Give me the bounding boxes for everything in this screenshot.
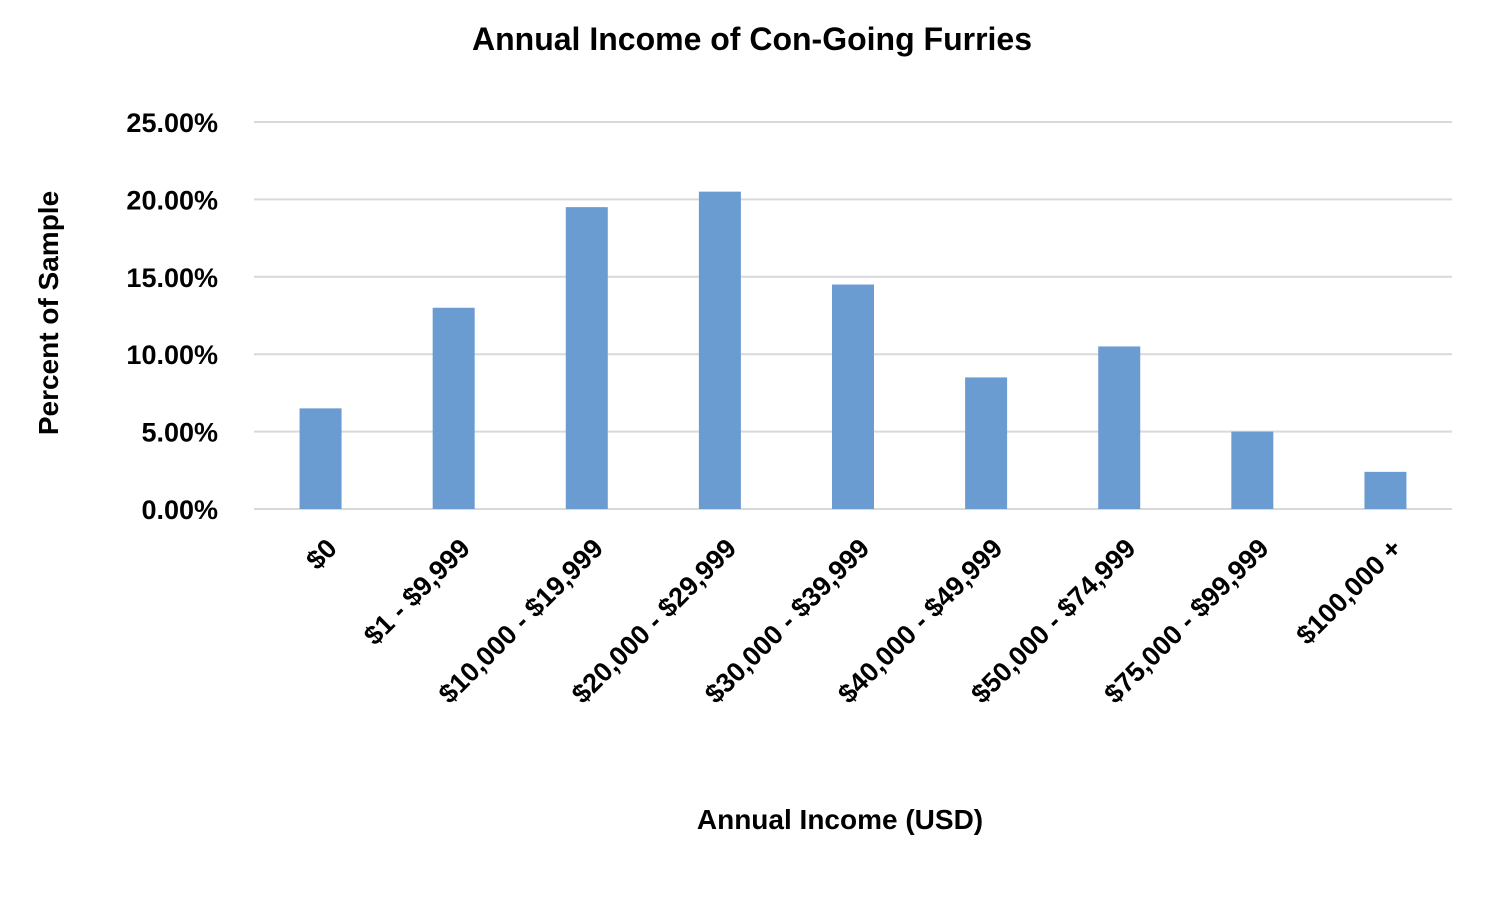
bar-2 [565, 207, 608, 509]
bars [299, 191, 1407, 509]
x-tick-label: $0 [300, 533, 342, 575]
y-tick-label: 15.00% [126, 263, 218, 293]
y-axis-title: Percent of Sample [33, 191, 64, 435]
bar-5 [965, 377, 1008, 509]
bar-8 [1364, 471, 1407, 509]
y-tick-label: 25.00% [126, 108, 218, 138]
bar-6 [1098, 346, 1141, 509]
bar-7 [1231, 431, 1274, 509]
y-tick-label: 20.00% [126, 185, 218, 215]
x-axis-ticks: $0 $1 - $9,999$10,000 - $19,999$20,000 - … [300, 533, 1407, 709]
chart-title: Annual Income of Con-Going Furries [472, 21, 1032, 57]
x-tick-label: $1 - $9,999 [358, 533, 476, 651]
bar-0 [299, 408, 342, 509]
x-axis-title: Annual Income (USD) [697, 804, 983, 835]
bar-4 [832, 284, 874, 509]
x-tick-label: $100,000 + [1290, 533, 1407, 650]
y-axis-ticks: 0.00% 5.00% 10.00% 15.00% 20.00% 25.00% [126, 108, 218, 525]
bar-3 [698, 191, 741, 509]
y-tick-label: 0.00% [141, 495, 218, 525]
bar-1 [432, 307, 475, 509]
y-tick-label: 5.00% [141, 418, 218, 448]
y-tick-label: 10.00% [126, 340, 218, 370]
